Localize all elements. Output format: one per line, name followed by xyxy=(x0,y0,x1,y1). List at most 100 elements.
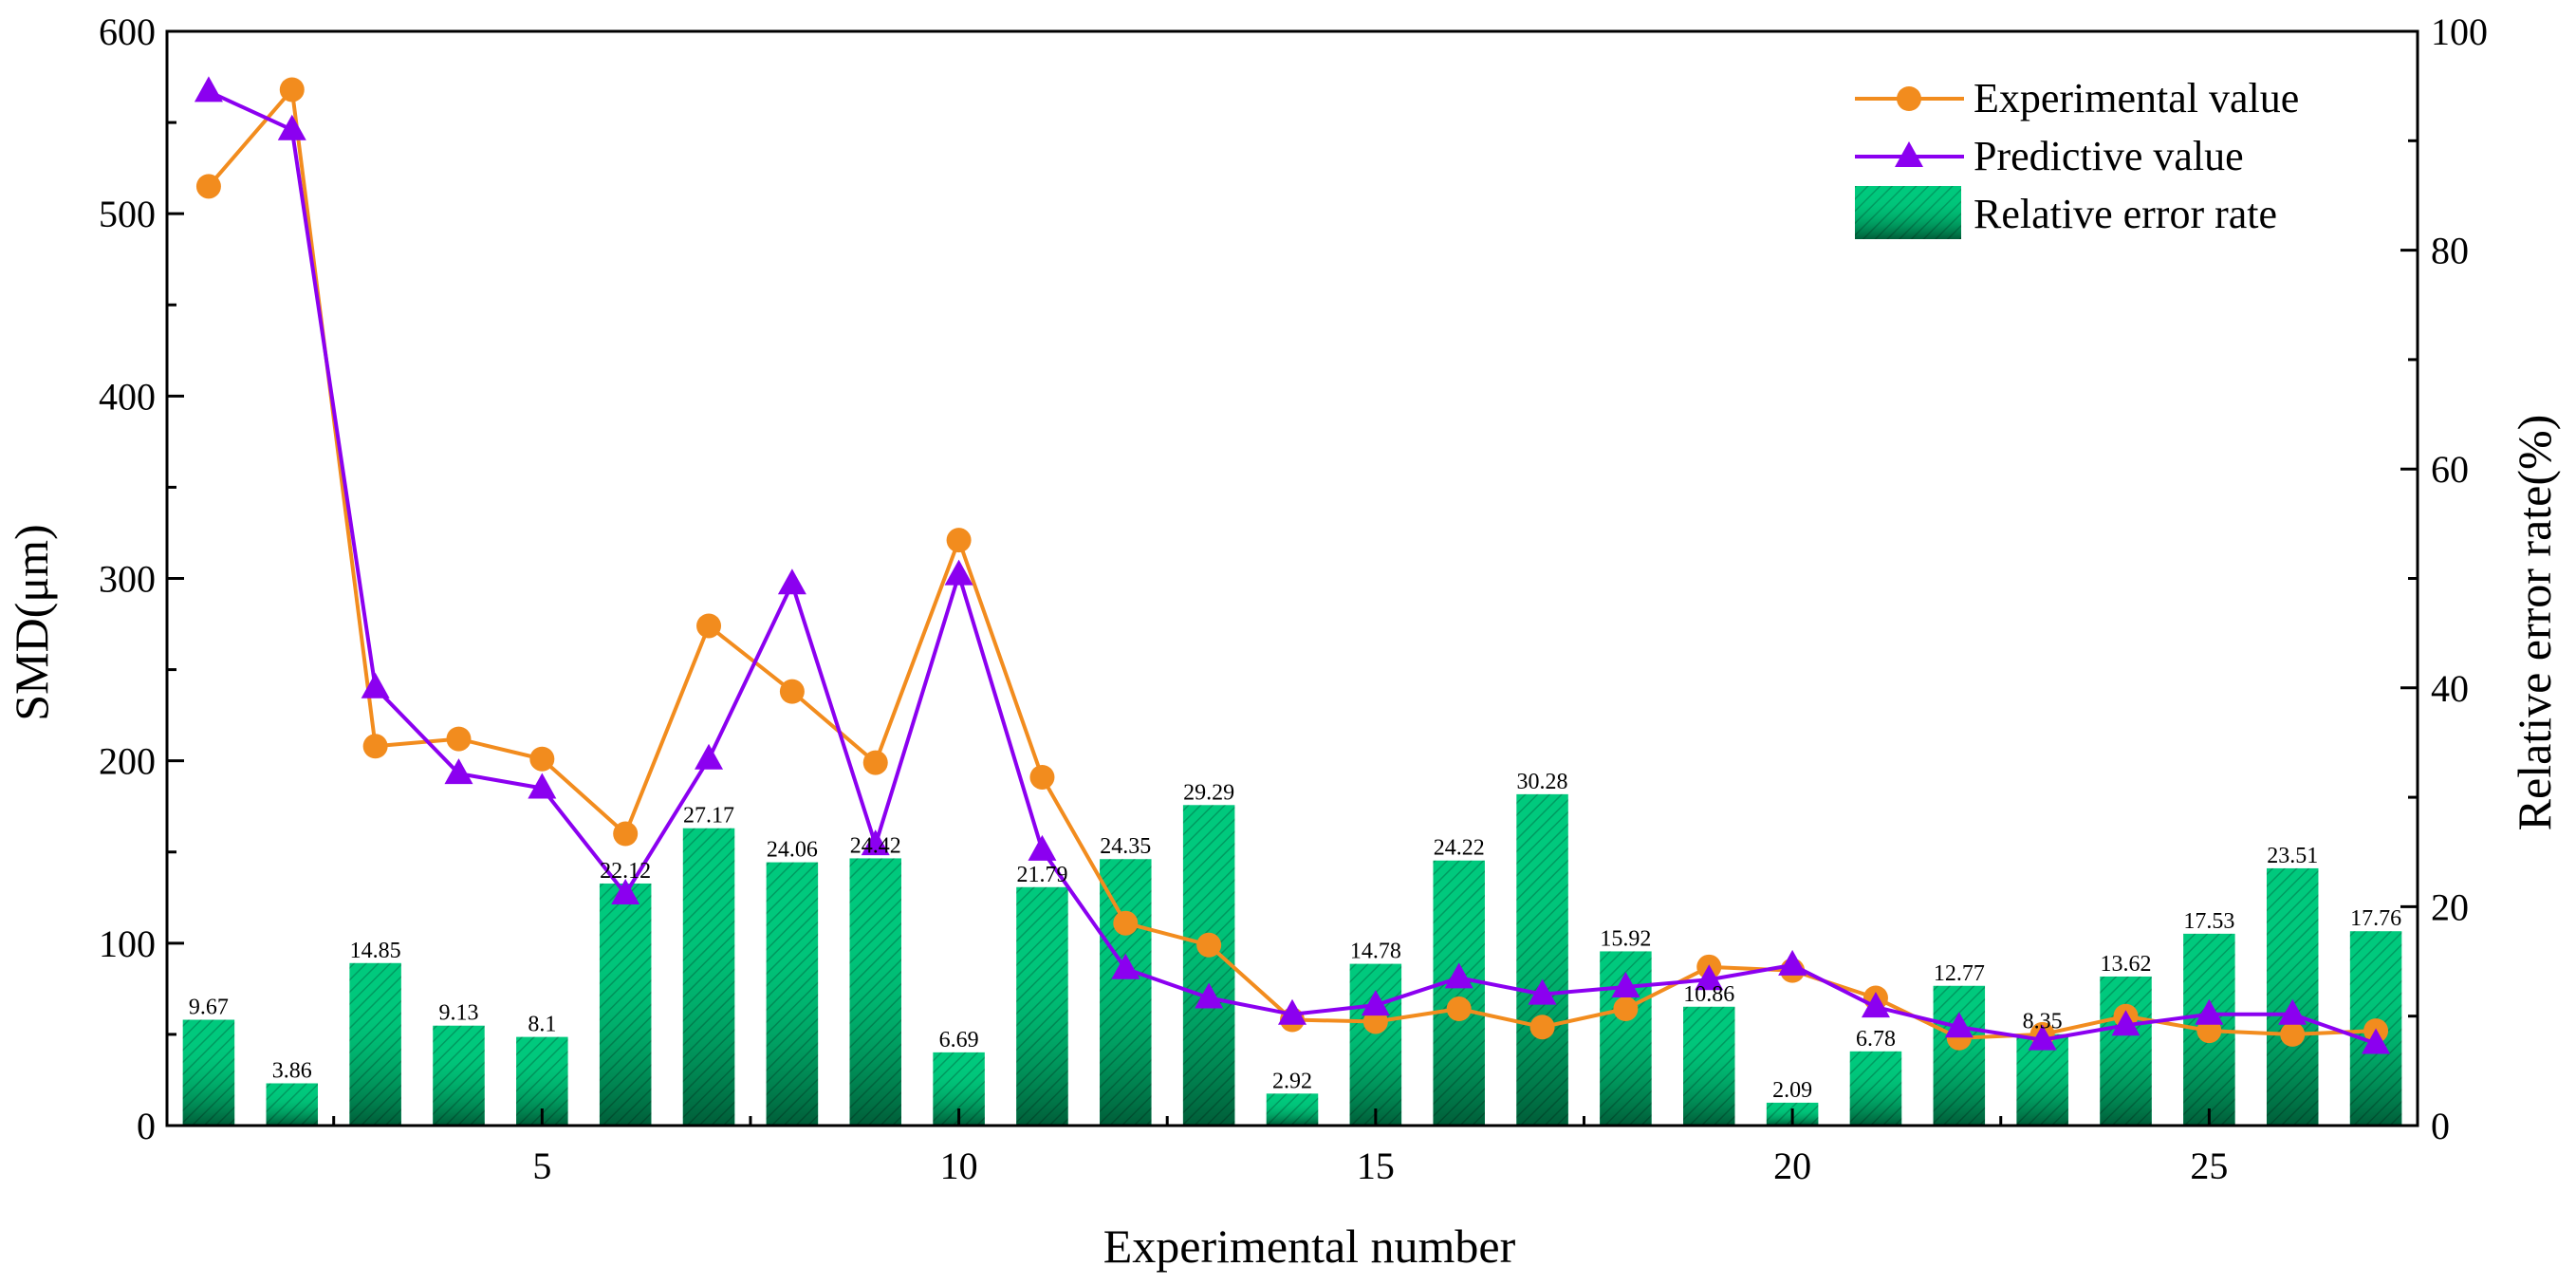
legend-label-relative-error: Relative error rate xyxy=(1974,191,2277,237)
point-predictive-1 xyxy=(194,76,223,102)
point-experimental-11 xyxy=(1029,764,1055,790)
bar-label-13: 29.29 xyxy=(1183,780,1234,805)
bar-13 xyxy=(1182,805,1235,1126)
bar-label-3: 14.85 xyxy=(350,939,401,963)
bar-label-6: 22.12 xyxy=(600,859,651,884)
bar-1 xyxy=(182,1019,235,1126)
bar-12 xyxy=(1100,859,1152,1126)
bar-label-11: 21.79 xyxy=(1016,863,1067,887)
point-predictive-7 xyxy=(695,743,724,770)
bar-16 xyxy=(1433,860,1485,1126)
point-experimental-26 xyxy=(2280,1021,2306,1047)
bar-label-24: 13.62 xyxy=(2101,952,2152,977)
y2-axis-title: Relative error rate(%) xyxy=(2508,415,2561,831)
bar-22 xyxy=(1933,985,1986,1126)
y2-tick-label-60: 60 xyxy=(2431,448,2469,491)
bar-2 xyxy=(266,1083,319,1126)
point-predictive-15 xyxy=(1361,990,1390,1016)
y-tick-label-0: 0 xyxy=(137,1105,156,1147)
bar-26 xyxy=(2266,867,2319,1126)
bar-14 xyxy=(1266,1093,1319,1126)
bar-label-19: 10.86 xyxy=(1683,982,1734,1007)
y-axis-title: SMD(μm) xyxy=(5,524,58,720)
point-predictive-14 xyxy=(1278,998,1307,1025)
bar-label-17: 30.28 xyxy=(1517,770,1568,794)
x-tick-label-20: 20 xyxy=(1773,1145,1811,1187)
bar-label-27: 17.76 xyxy=(2350,906,2401,931)
y-tick-label-600: 600 xyxy=(99,10,156,53)
point-predictive-4 xyxy=(444,758,473,785)
point-predictive-25 xyxy=(2195,998,2224,1025)
bar-label-12: 24.35 xyxy=(1100,834,1151,859)
bar-4 xyxy=(433,1025,485,1126)
bar-15 xyxy=(1349,963,1402,1126)
bar-label-1: 9.67 xyxy=(189,996,229,1020)
bar-18 xyxy=(1600,951,1652,1126)
point-predictive-3 xyxy=(361,672,390,698)
point-predictive-18 xyxy=(1611,971,1640,997)
x-tick-label-25: 25 xyxy=(2190,1145,2228,1187)
bar-label-10: 6.69 xyxy=(939,1028,979,1052)
bar-label-21: 6.78 xyxy=(1856,1027,1896,1052)
legend-entry-experimental: Experimental value xyxy=(1855,75,2299,121)
x-axis-title: Experimental number xyxy=(1103,1220,1516,1273)
bar-label-22: 12.77 xyxy=(1934,961,1985,986)
y-tick-label-300: 300 xyxy=(99,558,156,601)
bar-label-7: 27.17 xyxy=(683,804,734,829)
point-experimental-8 xyxy=(779,679,805,704)
legend-entry-predictive: Predictive value xyxy=(1855,133,2244,179)
point-predictive-27 xyxy=(2362,1028,2391,1054)
point-predictive-23 xyxy=(2028,1024,2057,1051)
bar-6 xyxy=(599,883,652,1126)
bar-11 xyxy=(1016,886,1068,1126)
point-predictive-20 xyxy=(1778,949,1807,976)
bar-label-20: 2.09 xyxy=(1772,1078,1812,1103)
bar-label-26: 23.51 xyxy=(2267,844,2318,868)
legend-entry-relative-error: Relative error rate xyxy=(1855,186,2277,239)
point-predictive-24 xyxy=(2111,1010,2140,1036)
bar-27 xyxy=(2349,931,2402,1126)
point-experimental-13 xyxy=(1196,932,1222,958)
bar-data-labels: 9.67 3.86 14.85 9.13 8.1 22.12 27.17 24.06 24.42… xyxy=(189,770,2401,1103)
y-tick-label-400: 400 xyxy=(99,375,156,418)
bar-label-15: 14.78 xyxy=(1350,940,1401,964)
legend-circle-marker xyxy=(1897,86,1921,111)
x-tick-label-10: 10 xyxy=(940,1145,978,1187)
bar-label-8: 24.06 xyxy=(767,838,818,863)
point-experimental-9 xyxy=(862,750,888,775)
point-predictive-2 xyxy=(277,114,306,140)
bar-7 xyxy=(682,828,735,1126)
point-predictive-10 xyxy=(944,559,973,586)
point-predictive-5 xyxy=(528,773,557,799)
legend-label-predictive: Predictive value xyxy=(1974,133,2244,179)
point-experimental-5 xyxy=(529,746,555,772)
y2-tick-label-100: 100 xyxy=(2431,10,2488,53)
point-experimental-3 xyxy=(362,734,388,759)
point-experimental-7 xyxy=(696,613,722,639)
point-experimental-12 xyxy=(1113,910,1139,936)
bar-label-4: 9.13 xyxy=(438,1001,478,1026)
point-experimental-2 xyxy=(279,77,305,102)
line-series-layer xyxy=(194,76,2391,1054)
y-tick-label-500: 500 xyxy=(99,193,156,235)
point-predictive-8 xyxy=(777,568,806,595)
y2-tick-label-20: 20 xyxy=(2431,885,2469,928)
bar-label-5: 8.1 xyxy=(528,1013,556,1037)
bar-17 xyxy=(1516,793,1568,1126)
bar-19 xyxy=(1683,1006,1735,1126)
point-experimental-18 xyxy=(1613,996,1639,1022)
point-predictive-6 xyxy=(611,878,640,904)
point-predictive-13 xyxy=(1195,982,1224,1009)
y2-tick-label-0: 0 xyxy=(2431,1105,2450,1147)
point-experimental-10 xyxy=(946,528,972,553)
bar-24 xyxy=(2100,976,2152,1126)
bar-label-9: 24.42 xyxy=(850,833,901,858)
point-predictive-22 xyxy=(1944,1012,1974,1038)
bar-label-18: 15.92 xyxy=(1600,926,1651,951)
y-tick-label-100: 100 xyxy=(99,922,156,965)
bar-9 xyxy=(849,858,901,1126)
bar-label-23: 8.35 xyxy=(2023,1010,2063,1034)
point-predictive-17 xyxy=(1528,978,1557,1005)
legend: Experimental value Predictive value Rela… xyxy=(1855,75,2299,239)
